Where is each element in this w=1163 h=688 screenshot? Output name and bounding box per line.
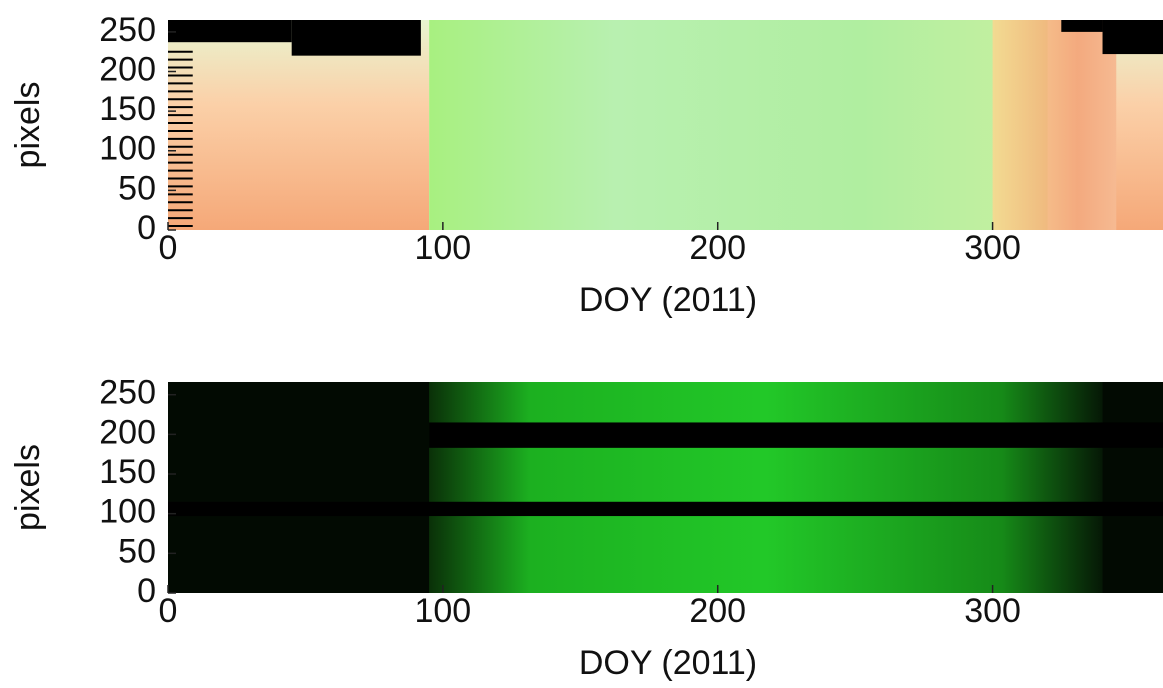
mask	[291, 20, 421, 56]
x-tick-label: 200	[689, 592, 746, 630]
y-tick-label: 150	[99, 453, 156, 491]
y-tick-label: 150	[99, 90, 156, 128]
y-tick-label: 250	[99, 374, 156, 412]
image-region	[1116, 20, 1163, 230]
y-tick-label: 100	[99, 130, 156, 168]
image-region	[429, 382, 1103, 593]
x-tick-label: 300	[964, 229, 1021, 267]
image-region	[429, 20, 1048, 230]
y-tick-label: 0	[137, 572, 156, 610]
y-tick-label: 200	[99, 50, 156, 88]
x-tick-label: 0	[159, 592, 178, 630]
x-tick-label: 0	[159, 229, 178, 267]
x-axis-label: DOY (2011)	[579, 644, 757, 682]
y-axis-label: pixels	[9, 82, 47, 169]
y-tick-label: 100	[99, 493, 156, 531]
y-tick-label: 200	[99, 413, 156, 451]
x-tick-label: 100	[414, 229, 471, 267]
x-tick-label: 200	[689, 229, 746, 267]
x-tick-label: 100	[414, 592, 471, 630]
y-axis-label: pixels	[9, 444, 47, 531]
y-tick-label: 50	[118, 532, 156, 570]
x-tick-label: 300	[964, 592, 1021, 630]
mask	[168, 20, 292, 43]
mask	[1061, 20, 1103, 32]
mask	[168, 501, 1163, 517]
mask	[429, 422, 1163, 448]
x-axis-label: DOY (2011)	[579, 281, 757, 319]
mask	[1102, 20, 1163, 55]
y-tick-label: 0	[137, 209, 156, 247]
y-tick-label: 50	[118, 169, 156, 207]
y-tick-label: 250	[99, 11, 156, 49]
